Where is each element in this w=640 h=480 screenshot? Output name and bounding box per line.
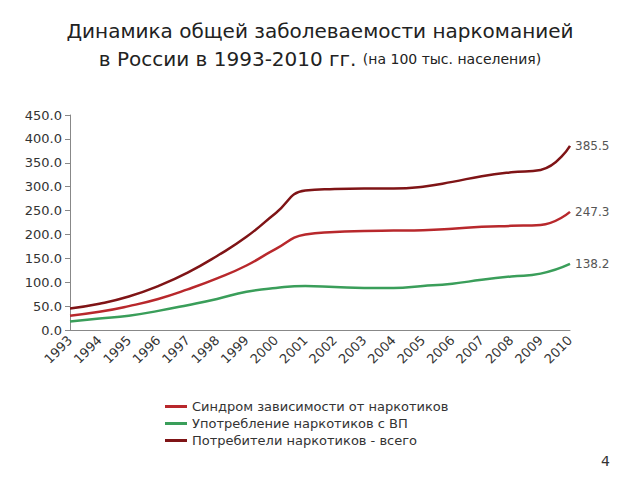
svg-text:2006: 2006: [424, 333, 458, 367]
svg-text:1993: 1993: [41, 333, 75, 367]
svg-text:2007: 2007: [453, 333, 487, 367]
svg-text:2005: 2005: [394, 333, 428, 367]
svg-text:2010: 2010: [541, 333, 575, 367]
svg-text:100.0: 100.0: [25, 275, 62, 290]
svg-text:(на 100 тыс. населения): (на 100 тыс. населения): [363, 51, 541, 67]
svg-text:1998: 1998: [188, 333, 222, 367]
svg-text:200.0: 200.0: [25, 227, 62, 242]
svg-text:400.0: 400.0: [25, 131, 62, 146]
svg-text:1997: 1997: [159, 333, 193, 367]
svg-text:2008: 2008: [483, 333, 517, 367]
svg-text:450.0: 450.0: [25, 108, 62, 123]
svg-text:2004: 2004: [365, 333, 399, 367]
svg-text:247.3: 247.3: [575, 205, 609, 219]
svg-text:2000: 2000: [247, 333, 281, 367]
svg-text:50.0: 50.0: [33, 299, 62, 314]
svg-text:2002: 2002: [306, 333, 340, 367]
svg-text:1999: 1999: [218, 333, 252, 367]
svg-text:1996: 1996: [130, 333, 164, 367]
svg-text:в России в 1993-2010 гг.: в России в 1993-2010 гг.: [99, 47, 363, 71]
svg-text:2003: 2003: [335, 333, 369, 367]
svg-text:0.0: 0.0: [41, 323, 62, 338]
svg-text:1994: 1994: [71, 333, 105, 367]
svg-text:150.0: 150.0: [25, 251, 62, 266]
svg-text:350.0: 350.0: [25, 155, 62, 170]
svg-text:2001: 2001: [277, 333, 311, 367]
svg-text:1995: 1995: [100, 333, 134, 367]
svg-text:250.0: 250.0: [25, 203, 62, 218]
svg-text:385.5: 385.5: [575, 139, 609, 153]
svg-text:138.2: 138.2: [575, 257, 609, 271]
svg-text:300.0: 300.0: [25, 179, 62, 194]
svg-text:4: 4: [601, 453, 610, 469]
svg-text:Потребители наркотиков - всего: Потребители наркотиков - всего: [192, 433, 417, 448]
svg-text:2009: 2009: [512, 333, 546, 367]
svg-text:Динамика общей заболеваемости: Динамика общей заболеваемости наркомание…: [66, 19, 573, 43]
svg-text:Употребление наркотиков с ВП: Употребление наркотиков с ВП: [192, 416, 408, 431]
svg-text:Синдром зависимости от наркоти: Синдром зависимости от наркотиков: [192, 399, 448, 414]
